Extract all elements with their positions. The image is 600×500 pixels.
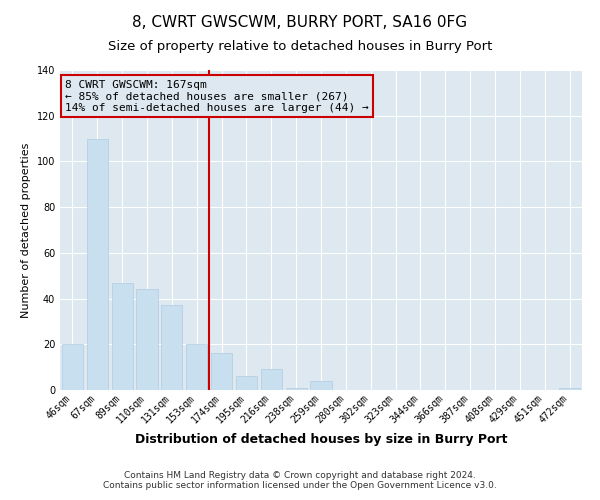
Bar [211, 354, 232, 390]
Text: 8 CWRT GWSCWM: 167sqm
← 85% of detached houses are smaller (267)
14% of semi-det: 8 CWRT GWSCWM: 167sqm ← 85% of detached … [65, 80, 369, 113]
Bar [559, 388, 580, 390]
Bar [236, 376, 257, 390]
Text: Size of property relative to detached houses in Burry Port: Size of property relative to detached ho… [108, 40, 492, 53]
Bar [136, 290, 158, 390]
Bar [261, 370, 282, 390]
Bar [186, 344, 207, 390]
Bar [310, 381, 332, 390]
Bar [112, 282, 133, 390]
X-axis label: Distribution of detached houses by size in Burry Port: Distribution of detached houses by size … [135, 433, 507, 446]
Bar [161, 306, 182, 390]
Bar [286, 388, 307, 390]
Y-axis label: Number of detached properties: Number of detached properties [21, 142, 31, 318]
Text: Contains HM Land Registry data © Crown copyright and database right 2024.
Contai: Contains HM Land Registry data © Crown c… [103, 470, 497, 490]
Text: 8, CWRT GWSCWM, BURRY PORT, SA16 0FG: 8, CWRT GWSCWM, BURRY PORT, SA16 0FG [133, 15, 467, 30]
Bar [62, 344, 83, 390]
Bar [87, 138, 108, 390]
